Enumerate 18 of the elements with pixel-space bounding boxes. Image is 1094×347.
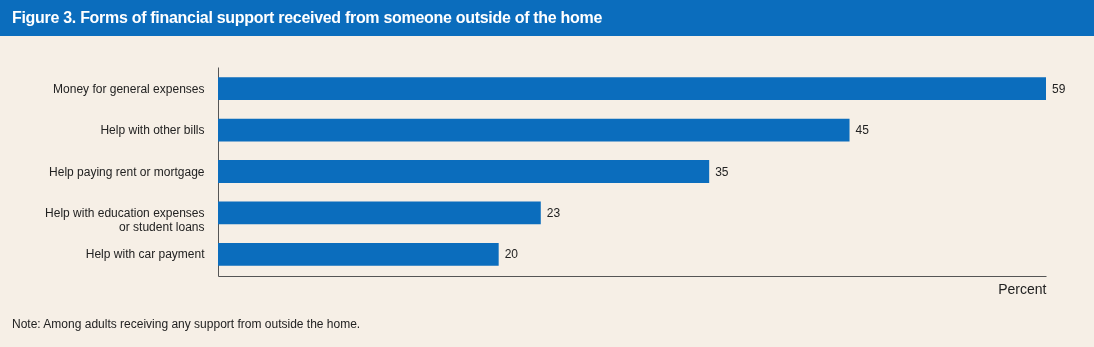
y-tick-label: Money for general expenses	[53, 81, 205, 96]
y-tick-label: Help with car payment	[85, 247, 206, 262]
bar	[218, 160, 710, 183]
bar	[218, 77, 1046, 101]
y-tick-label: Help with other bills	[100, 123, 205, 138]
data-label: 45	[855, 123, 870, 138]
bar	[218, 201, 541, 225]
bar	[218, 242, 499, 266]
y-tick-label: Help with education expenses or student loans	[45, 205, 205, 234]
bar	[218, 118, 850, 142]
y-tick-label: Help paying rent or mortgage	[49, 164, 205, 179]
data-label: 59	[1052, 81, 1066, 96]
chart-title: Figure 3. Forms of financial support received from someone outside of the home	[0, 0, 1094, 36]
x-axis-title: Percent	[998, 280, 1047, 297]
data-label: 35	[715, 164, 729, 179]
data-label: 23	[546, 205, 561, 220]
text: Note: Among adults receiving any support from outside the home.	[12, 317, 361, 331]
data-label: 20	[504, 247, 519, 262]
